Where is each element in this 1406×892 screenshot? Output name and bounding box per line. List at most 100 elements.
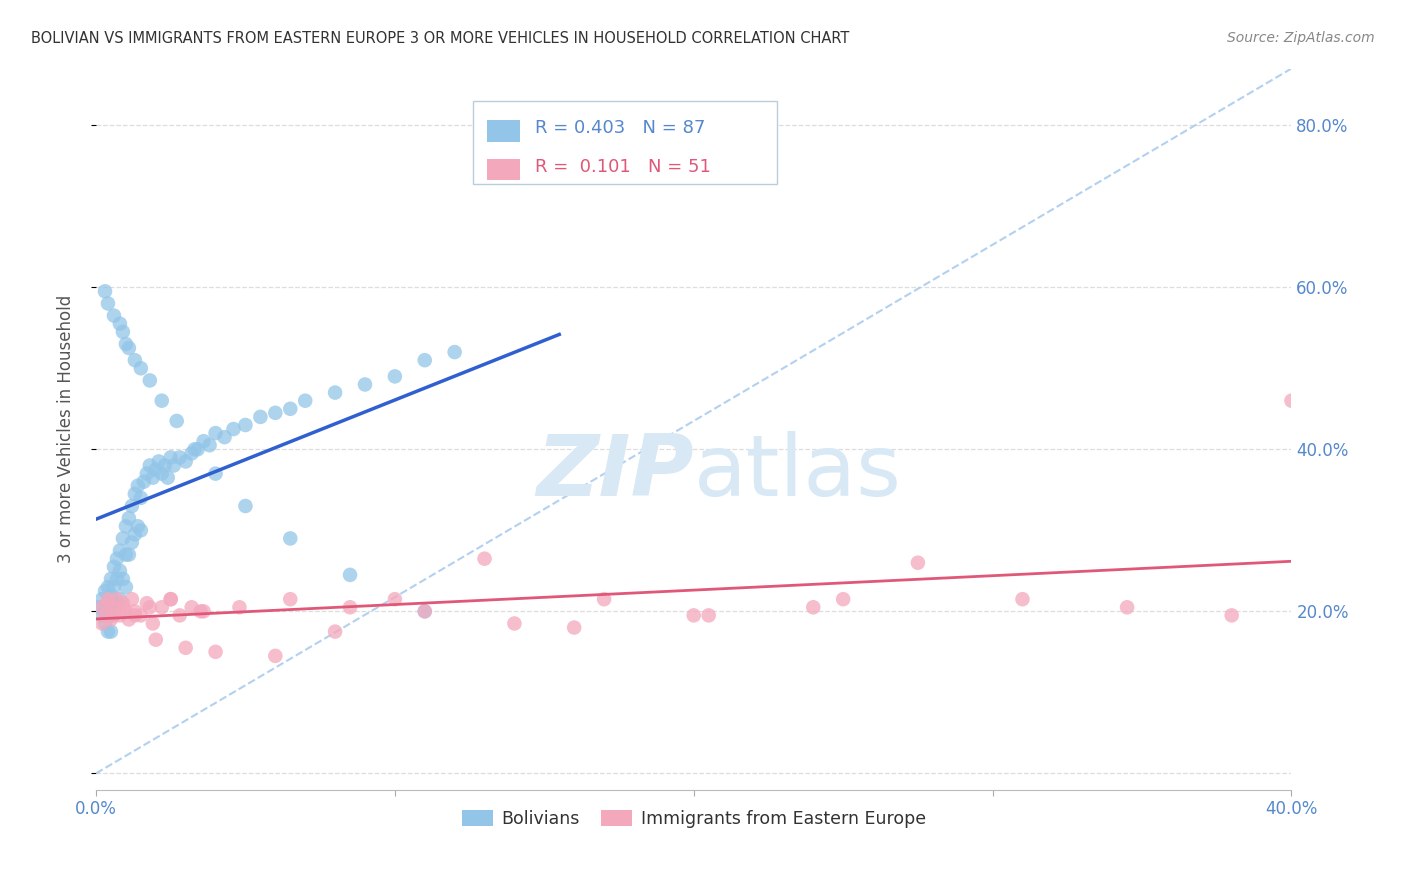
Point xyxy=(121,535,143,549)
Point xyxy=(503,616,526,631)
Text: BOLIVIAN VS IMMIGRANTS FROM EASTERN EUROPE 3 OR MORE VEHICLES IN HOUSEHOLD CORRE: BOLIVIAN VS IMMIGRANTS FROM EASTERN EURO… xyxy=(31,31,849,46)
Point xyxy=(180,446,202,460)
FancyBboxPatch shape xyxy=(486,120,520,142)
Point xyxy=(384,369,406,384)
Point xyxy=(163,458,186,473)
Point xyxy=(174,640,197,655)
Point xyxy=(907,556,929,570)
Point xyxy=(139,373,162,387)
Point xyxy=(121,499,143,513)
Point xyxy=(135,596,157,610)
Point xyxy=(111,325,134,339)
Point xyxy=(129,491,152,505)
Point xyxy=(124,608,146,623)
Point xyxy=(150,393,173,408)
Point xyxy=(222,422,245,436)
Point xyxy=(354,377,377,392)
Point xyxy=(97,592,120,607)
Point xyxy=(339,567,361,582)
Point xyxy=(91,608,114,623)
Point xyxy=(135,467,157,481)
Point xyxy=(111,596,134,610)
Point xyxy=(94,285,117,299)
Point xyxy=(108,564,131,578)
Point xyxy=(159,450,181,465)
Point xyxy=(94,604,117,618)
Text: Source: ZipAtlas.com: Source: ZipAtlas.com xyxy=(1227,31,1375,45)
Point xyxy=(413,604,436,618)
Point xyxy=(97,596,120,610)
Point xyxy=(413,604,436,618)
Point xyxy=(100,624,122,639)
Point xyxy=(91,600,114,615)
Point xyxy=(278,592,301,607)
Point xyxy=(235,417,257,432)
Point xyxy=(228,600,250,615)
Point xyxy=(94,608,117,623)
Point xyxy=(204,426,226,441)
Point xyxy=(198,438,221,452)
Text: R = 0.403   N = 87: R = 0.403 N = 87 xyxy=(534,120,706,137)
Point xyxy=(190,604,212,618)
Point xyxy=(115,580,138,594)
Point xyxy=(124,487,146,501)
Point xyxy=(103,608,125,623)
Point xyxy=(187,442,209,457)
Point xyxy=(87,600,110,615)
Point xyxy=(94,584,117,599)
Point xyxy=(264,406,287,420)
Point xyxy=(97,296,120,310)
Point xyxy=(129,524,152,538)
Point xyxy=(323,385,346,400)
Point xyxy=(111,600,134,615)
FancyBboxPatch shape xyxy=(486,159,520,180)
Point xyxy=(115,548,138,562)
Point xyxy=(249,409,271,424)
Point xyxy=(115,604,138,618)
Point xyxy=(97,624,120,639)
Point xyxy=(183,442,205,457)
Point xyxy=(169,450,191,465)
Point xyxy=(118,511,141,525)
Point xyxy=(121,592,143,607)
Point xyxy=(145,632,167,647)
Y-axis label: 3 or more Vehicles in Household: 3 or more Vehicles in Household xyxy=(58,295,75,563)
Point xyxy=(100,608,122,623)
Point xyxy=(323,624,346,639)
Point xyxy=(105,592,128,607)
Point xyxy=(150,467,173,481)
Point xyxy=(108,317,131,331)
Point xyxy=(180,600,202,615)
Text: atlas: atlas xyxy=(693,431,901,514)
Point xyxy=(111,572,134,586)
Point xyxy=(97,596,120,610)
Point xyxy=(124,527,146,541)
Point xyxy=(264,648,287,663)
Point xyxy=(153,458,176,473)
Point xyxy=(697,608,720,623)
Point xyxy=(97,580,120,594)
Point xyxy=(562,621,585,635)
Point xyxy=(413,353,436,368)
Point xyxy=(127,519,149,533)
Point xyxy=(1281,393,1303,408)
Point xyxy=(339,600,361,615)
Point xyxy=(1011,592,1033,607)
Point xyxy=(127,479,149,493)
Point xyxy=(278,532,301,546)
Point xyxy=(384,592,406,607)
Point xyxy=(682,608,704,623)
Point xyxy=(108,608,131,623)
Point xyxy=(159,592,181,607)
Point xyxy=(105,551,128,566)
Point xyxy=(91,616,114,631)
FancyBboxPatch shape xyxy=(472,101,778,184)
Point xyxy=(129,608,152,623)
Point xyxy=(105,596,128,610)
Point xyxy=(278,401,301,416)
Point xyxy=(204,467,226,481)
Point xyxy=(100,612,122,626)
Point xyxy=(148,454,170,468)
Point xyxy=(193,604,215,618)
Point xyxy=(108,592,131,607)
